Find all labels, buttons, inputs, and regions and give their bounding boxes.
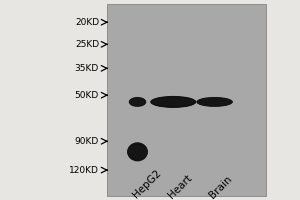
- Ellipse shape: [197, 97, 232, 106]
- Text: HepG2: HepG2: [130, 168, 163, 200]
- Ellipse shape: [128, 143, 148, 161]
- Ellipse shape: [130, 99, 145, 105]
- Ellipse shape: [128, 146, 147, 158]
- Ellipse shape: [151, 97, 195, 107]
- Text: 25KD: 25KD: [75, 40, 99, 49]
- Ellipse shape: [129, 97, 146, 106]
- Ellipse shape: [127, 142, 148, 161]
- Ellipse shape: [129, 97, 146, 107]
- Ellipse shape: [130, 99, 146, 105]
- Ellipse shape: [151, 96, 196, 108]
- Ellipse shape: [198, 98, 231, 106]
- Text: 35KD: 35KD: [75, 64, 99, 73]
- Ellipse shape: [198, 99, 231, 105]
- Ellipse shape: [198, 98, 232, 106]
- Ellipse shape: [129, 98, 146, 106]
- Ellipse shape: [129, 97, 146, 107]
- Ellipse shape: [153, 98, 194, 105]
- Ellipse shape: [130, 98, 146, 106]
- Ellipse shape: [196, 97, 233, 107]
- Ellipse shape: [129, 98, 146, 106]
- Text: Heart: Heart: [166, 172, 194, 200]
- Text: 90KD: 90KD: [75, 137, 99, 146]
- Ellipse shape: [128, 144, 147, 159]
- Ellipse shape: [197, 98, 232, 106]
- Ellipse shape: [152, 98, 194, 106]
- Ellipse shape: [127, 143, 148, 161]
- Ellipse shape: [152, 98, 194, 106]
- Ellipse shape: [128, 144, 147, 160]
- Text: 20KD: 20KD: [75, 18, 99, 27]
- Ellipse shape: [128, 145, 147, 158]
- Ellipse shape: [129, 98, 146, 106]
- Ellipse shape: [128, 144, 147, 160]
- Ellipse shape: [150, 96, 196, 108]
- Ellipse shape: [152, 97, 195, 107]
- Ellipse shape: [151, 96, 196, 107]
- Ellipse shape: [128, 146, 147, 158]
- Text: Brain: Brain: [208, 173, 234, 200]
- Ellipse shape: [196, 97, 233, 107]
- Text: 50KD: 50KD: [75, 91, 99, 100]
- Ellipse shape: [197, 98, 232, 106]
- Text: 120KD: 120KD: [69, 166, 99, 175]
- Ellipse shape: [153, 98, 194, 106]
- Ellipse shape: [128, 145, 147, 159]
- Ellipse shape: [152, 97, 195, 107]
- Bar: [106, 4, 266, 196]
- Ellipse shape: [198, 99, 231, 105]
